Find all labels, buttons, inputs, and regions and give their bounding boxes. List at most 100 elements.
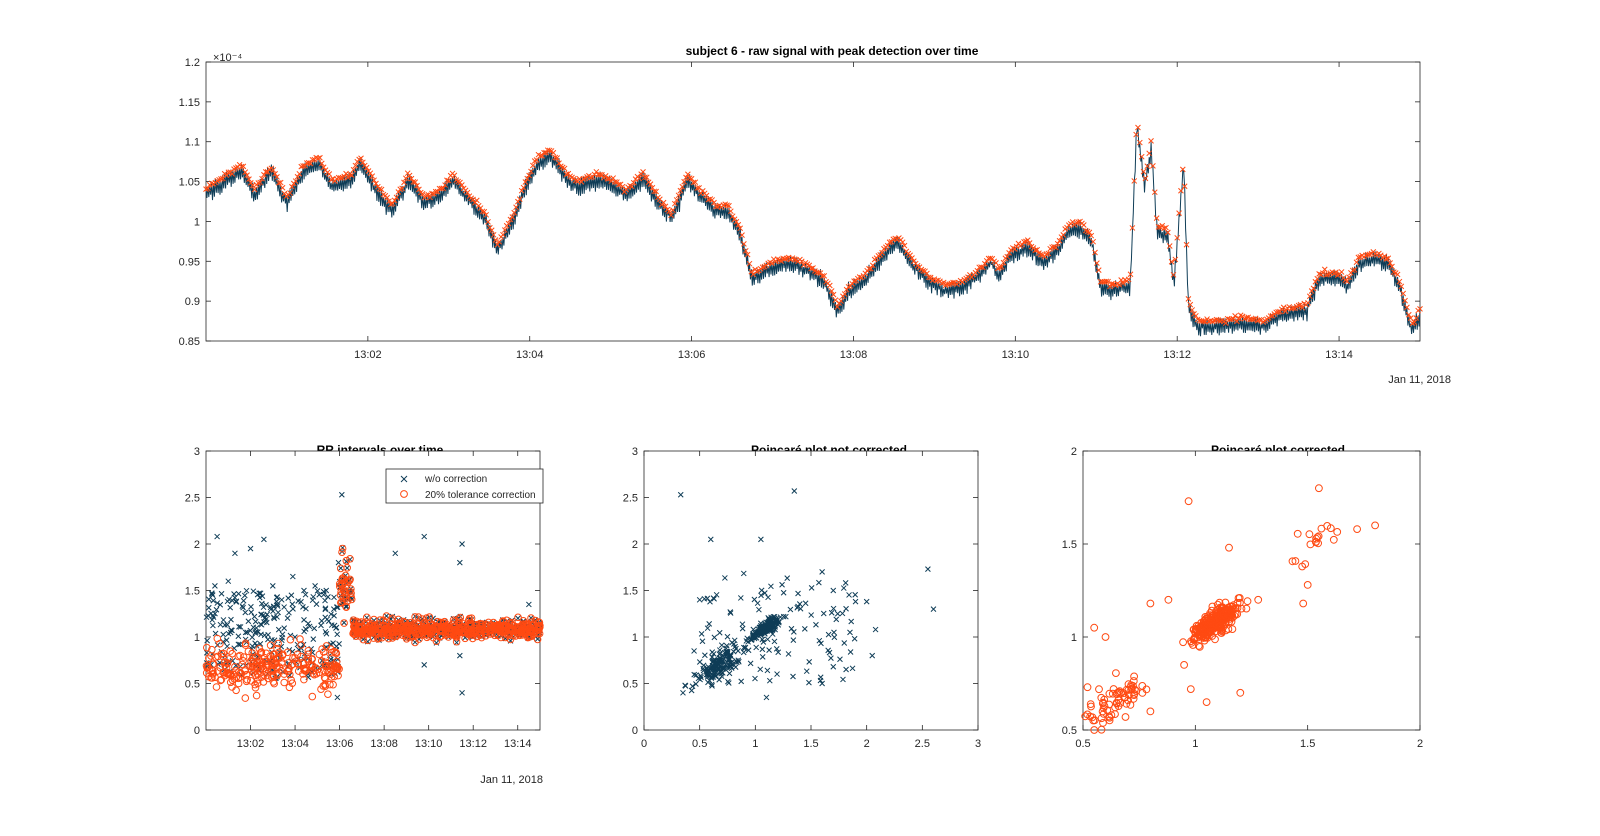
peak-marker — [1155, 224, 1162, 230]
poincare-uncorrected-x-marker — [790, 637, 797, 643]
rr-x-marker — [323, 587, 330, 594]
rr-x-tick-label: 13:04 — [281, 738, 309, 750]
peak-marker — [1320, 270, 1326, 276]
poincare-uncorrected-x-marker — [801, 626, 808, 632]
rr-x-marker — [275, 626, 282, 633]
peak-marker — [1032, 247, 1039, 254]
poincare-uncorrected-x-marker — [820, 610, 827, 617]
peak-marker — [1075, 219, 1082, 225]
rr-o-marker — [208, 645, 216, 654]
peak-marker — [998, 263, 1005, 270]
poincare-uncorrected-x-marker — [869, 652, 876, 659]
poincare-uncorrected-x-marker — [831, 634, 838, 641]
peak-marker — [1235, 315, 1242, 322]
poincare-uncorrected-x-marker — [758, 536, 764, 543]
peak-marker — [520, 184, 527, 191]
peak-marker — [1209, 318, 1216, 325]
poincare-uncorrected-x-tick-label: 2.5 — [915, 738, 930, 750]
poincare-uncorrected-x-marker — [760, 639, 767, 645]
peak-marker — [315, 155, 321, 162]
rr-x-marker — [212, 582, 218, 589]
poincare-uncorrected-x-marker — [680, 689, 686, 696]
rr-o-marker — [288, 660, 297, 669]
poincare-uncorrected-x-marker — [754, 629, 761, 635]
peak-marker — [1174, 234, 1181, 241]
poincare-uncorrected-x-marker — [697, 672, 704, 679]
poincare-uncorrected-x-marker — [740, 649, 747, 656]
poincare-uncorrected-x-marker — [764, 628, 770, 634]
poincare-corrected-o-marker — [1090, 726, 1099, 734]
rr-x-marker — [244, 629, 251, 636]
poincare-uncorrected-x-marker — [716, 657, 722, 664]
peak-marker — [1243, 314, 1250, 321]
poincare-uncorrected-x-marker — [840, 585, 847, 591]
rr-x-marker — [278, 637, 285, 644]
peak-marker — [369, 173, 376, 180]
poincare-uncorrected-x-marker — [745, 638, 751, 645]
peak-marker — [647, 181, 654, 188]
peak-marker — [619, 183, 626, 190]
rr-x-marker — [334, 694, 341, 701]
poincare-uncorrected-x-marker — [816, 637, 823, 644]
poincare-corrected-o-marker — [1146, 707, 1155, 716]
peak-marker — [630, 179, 637, 186]
rr-o-marker — [308, 692, 317, 701]
poincare-uncorrected-x-marker — [724, 648, 731, 655]
poincare-uncorrected-x-marker — [819, 680, 825, 687]
poincare-uncorrected-x-marker — [833, 616, 840, 623]
poincare-corrected-o-marker — [1215, 598, 1224, 607]
rr-o-marker — [262, 667, 270, 676]
peak-marker — [1170, 271, 1177, 278]
peak-marker — [445, 177, 452, 184]
rr-o-marker — [346, 555, 354, 563]
rr-o-marker — [337, 588, 345, 596]
poincare-corrected-x-tick-label: 1.5 — [1300, 738, 1315, 750]
rr-o-marker — [266, 641, 275, 650]
peak-marker — [345, 174, 351, 181]
peak-marker — [909, 255, 915, 261]
poincare-corrected-o-marker — [1303, 581, 1312, 589]
peak-marker — [1094, 260, 1100, 267]
peak-marker — [774, 256, 781, 263]
peak-marker — [662, 203, 669, 210]
peak-marker — [1125, 276, 1132, 283]
poincare-uncorrected-x-marker — [739, 625, 746, 632]
peak-marker — [1142, 175, 1149, 182]
peak-marker — [980, 264, 986, 271]
poincare-uncorrected-x-marker — [750, 626, 757, 633]
peak-marker — [363, 164, 370, 171]
poincare-corrected-o-marker — [1217, 629, 1226, 637]
rr-x-marker — [328, 611, 334, 618]
peak-marker — [1411, 319, 1418, 326]
poincare-uncorrected-x-marker — [712, 666, 719, 672]
peak-marker — [673, 197, 680, 203]
poincare-uncorrected-x-marker — [728, 665, 735, 672]
peak-marker — [925, 274, 932, 281]
poincare-uncorrected-x-marker — [808, 612, 815, 618]
peak-marker — [296, 170, 303, 177]
peak-marker — [1308, 288, 1315, 294]
peak-marker — [317, 154, 323, 161]
rr-x-marker — [251, 613, 258, 620]
peak-marker — [737, 225, 744, 232]
peak-marker — [1389, 263, 1395, 270]
rr-o-marker — [253, 663, 262, 672]
poincare-uncorrected-x-marker — [718, 670, 725, 677]
poincare-corrected-o-marker — [1291, 557, 1300, 565]
rr-o-marker — [324, 690, 332, 699]
rr-x-marker — [325, 594, 331, 600]
peak-marker — [733, 218, 740, 225]
peak-marker — [229, 170, 236, 177]
poincare-uncorrected-x-marker — [723, 645, 730, 652]
rr-x-marker — [210, 622, 216, 629]
rr-o-marker — [514, 613, 522, 622]
peak-marker — [1189, 307, 1195, 313]
rr-o-marker — [405, 621, 413, 630]
peak-marker — [886, 239, 893, 246]
peak-marker — [604, 176, 611, 182]
rr-x-marker — [284, 615, 291, 621]
poincare-corrected-o-marker — [1371, 521, 1379, 530]
rr-o-marker — [321, 682, 330, 691]
poincare-uncorrected-x-marker — [693, 681, 699, 687]
peak-marker — [399, 185, 405, 192]
